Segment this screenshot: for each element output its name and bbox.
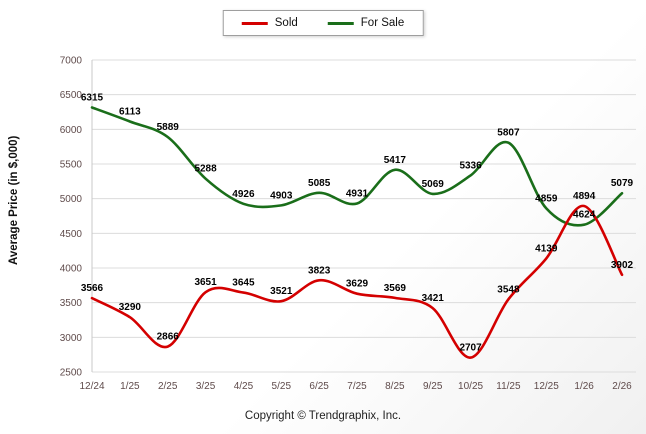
y-tick-label: 3500	[60, 298, 83, 309]
data-label-for-sale: 6315	[81, 92, 104, 103]
x-tick-label: 7/25	[347, 381, 367, 392]
x-tick-label: 10/25	[458, 381, 483, 392]
y-axis-title: Average Price (in $,000)	[8, 135, 20, 265]
legend-label-for-sale: For Sale	[360, 17, 405, 29]
data-label-for-sale: 5079	[611, 178, 634, 189]
chart-legend: Sold For Sale	[222, 10, 424, 36]
data-label-for-sale: 4624	[573, 210, 596, 221]
data-label-sold: 3902	[611, 260, 634, 271]
data-label-for-sale: 5417	[384, 155, 407, 166]
x-tick-label: 4/25	[234, 381, 254, 392]
legend-item-sold: Sold	[241, 17, 298, 29]
x-tick-label: 2/25	[158, 381, 178, 392]
data-label-sold: 3645	[232, 278, 255, 289]
x-tick-label: 2/26	[612, 381, 632, 392]
data-label-sold: 3421	[422, 293, 445, 304]
series-line-sold	[90, 204, 624, 359]
y-tick-label: 3000	[60, 333, 83, 344]
data-label-for-sale: 4926	[232, 189, 255, 200]
y-tick-label: 4500	[60, 229, 83, 240]
y-tick-label: 4000	[60, 264, 83, 275]
data-label-sold: 3290	[119, 302, 142, 313]
data-label-sold: 3823	[308, 265, 331, 276]
copyright-text: Copyright © Trendgraphix, Inc.	[244, 410, 402, 422]
data-label-for-sale: 5069	[422, 179, 445, 190]
data-label-for-sale: 6113	[119, 106, 141, 117]
data-label-for-sale: 4931	[346, 188, 369, 199]
x-tick-label: 1/26	[574, 381, 594, 392]
sold-line-swatch	[241, 21, 268, 25]
data-label-for-sale: 5288	[194, 164, 217, 175]
legend-item-for-sale: For Sale	[327, 17, 405, 29]
y-tick-label: 6500	[60, 90, 83, 101]
x-tick-label: 12/25	[534, 381, 559, 392]
data-label-sold: 2707	[459, 343, 482, 354]
data-label-for-sale: 5085	[308, 178, 331, 189]
data-label-for-sale: 4859	[535, 193, 558, 204]
data-label-sold: 3521	[270, 286, 293, 297]
data-label-for-sale: 5336	[459, 160, 482, 171]
series-line-for-sale	[90, 106, 624, 227]
x-tick-label: 1/25	[120, 381, 140, 392]
x-tick-label: 5/25	[272, 381, 292, 392]
y-tick-label: 2500	[60, 368, 83, 379]
data-label-for-sale: 5889	[157, 122, 180, 133]
data-label-sold: 3548	[497, 284, 520, 295]
data-label-for-sale: 5807	[497, 128, 520, 139]
data-label-sold: 3629	[346, 279, 369, 290]
data-label-for-sale: 4903	[270, 190, 293, 201]
data-label-sold: 3651	[194, 277, 217, 288]
y-tick-label: 7000	[60, 56, 83, 67]
x-tick-label: 11/25	[496, 381, 521, 392]
x-tick-label: 6/25	[309, 381, 329, 392]
data-label-sold: 4894	[573, 191, 596, 202]
data-label-sold: 3569	[384, 283, 407, 294]
y-tick-label: 6000	[60, 125, 83, 136]
y-tick-label: 5500	[60, 160, 83, 171]
for-sale-line-swatch	[327, 21, 354, 25]
legend-label-sold: Sold	[274, 17, 298, 29]
x-tick-label: 12/24	[79, 381, 104, 392]
y-tick-label: 5000	[60, 194, 83, 205]
x-tick-label: 9/25	[423, 381, 443, 392]
x-tick-label: 8/25	[385, 381, 405, 392]
data-label-sold: 3566	[81, 283, 104, 294]
data-label-sold: 2866	[157, 332, 180, 343]
chart-svg: 2500 3000 3500 4000 4500 5000 5500 6000 6500 7000…	[60, 56, 636, 392]
data-label-sold: 4139	[535, 243, 558, 254]
x-tick-label: 3/25	[196, 381, 216, 392]
